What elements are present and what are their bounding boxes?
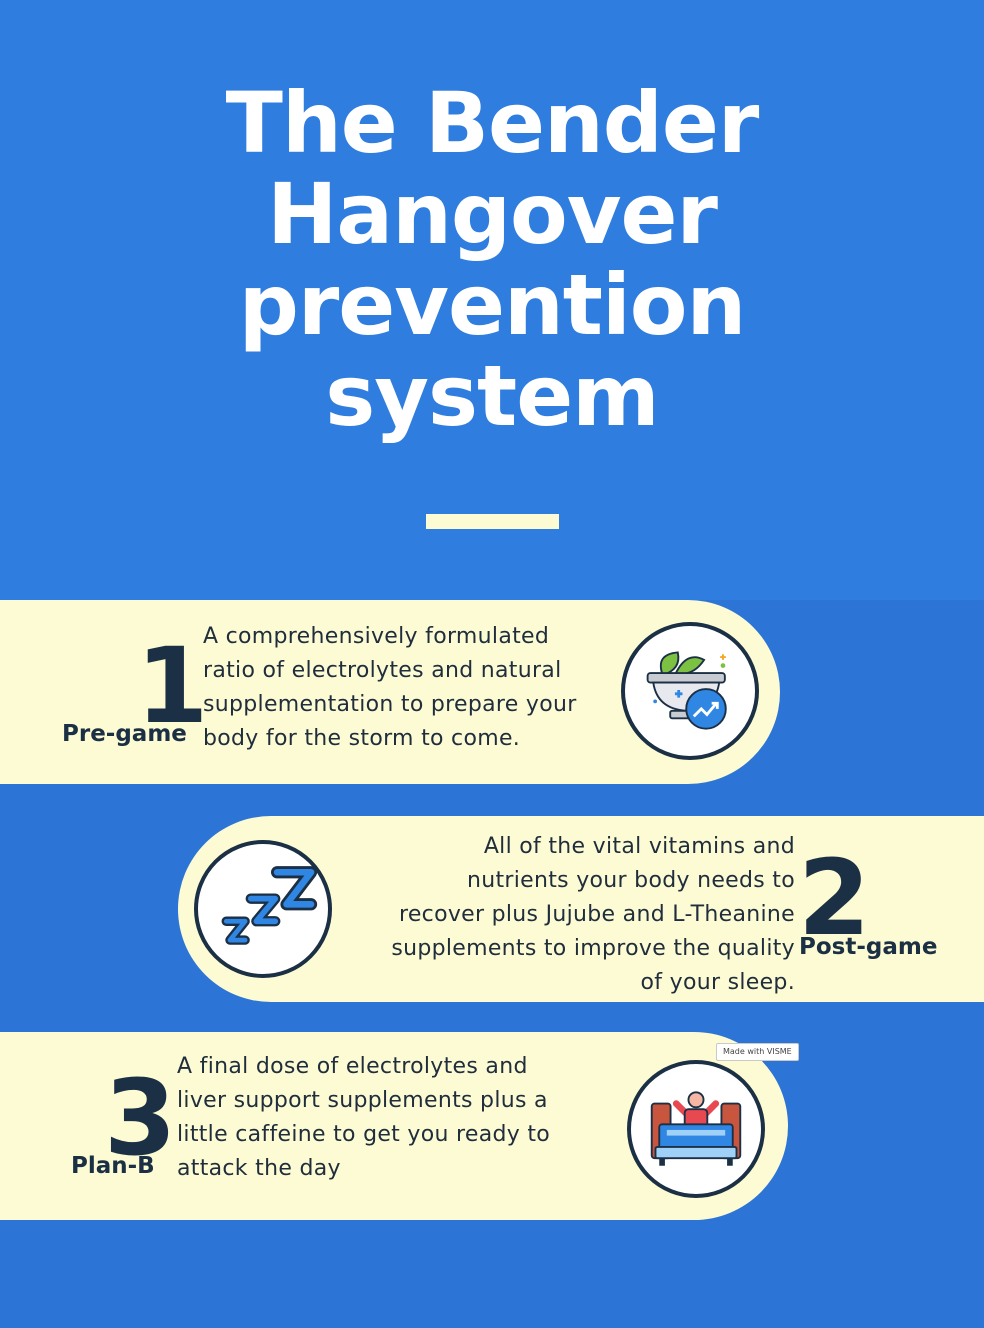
title-divider: [426, 514, 559, 529]
wake-up-bed-icon: [627, 1060, 765, 1198]
herbal-medicine-icon: [621, 622, 759, 760]
title-line: Hangover: [267, 165, 718, 263]
step-3-description: A final dose of electrolytes and liver s…: [177, 1054, 551, 1181]
step-1-description: A comprehensively formulated ratio of el…: [203, 624, 577, 751]
step-2-label: Post-game: [799, 934, 938, 960]
step-3-label: Plan-B: [71, 1153, 155, 1179]
step-1-label: Pre-game: [62, 721, 187, 747]
step-1-number: 1: [136, 625, 209, 747]
step-3-number: 3: [104, 1057, 177, 1179]
visme-watermark: Made with VISME: [716, 1043, 799, 1061]
title-line: The Bender: [225, 74, 760, 172]
title-line: prevention: [238, 256, 747, 354]
page-title: The Bender Hangover prevention system: [92, 78, 892, 442]
step-2-number: 2: [798, 837, 871, 959]
step-2-description: All of the vital vitamins and nutrients …: [391, 834, 795, 995]
sleep-zzz-icon: [194, 840, 332, 978]
title-line: system: [325, 347, 659, 445]
